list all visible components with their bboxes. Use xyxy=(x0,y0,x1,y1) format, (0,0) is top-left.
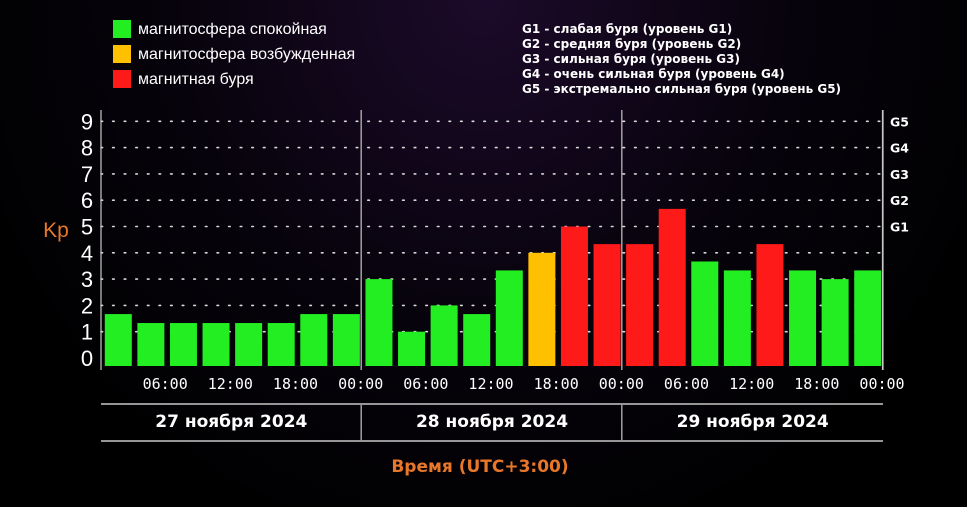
x-tick-label: 12:00 xyxy=(208,375,253,393)
grid xyxy=(100,110,884,440)
kp-bar xyxy=(789,270,817,366)
y-tick-label: 5 xyxy=(81,215,93,240)
kp-bar xyxy=(854,270,882,366)
kp-bar xyxy=(365,279,393,366)
g-level-label: G3 xyxy=(890,167,909,182)
kp-bar xyxy=(626,244,654,366)
y-tick-label: 4 xyxy=(81,241,93,266)
y-tick-label: 9 xyxy=(81,109,93,134)
g-level-label: G1 xyxy=(890,220,909,235)
day-label: 27 ноября 2024 xyxy=(155,412,307,432)
day-label: 28 ноября 2024 xyxy=(416,412,568,432)
kp-bar xyxy=(691,261,719,366)
day-label: 29 ноября 2024 xyxy=(677,412,829,432)
kp-bar xyxy=(169,323,197,366)
x-tick-label: 12:00 xyxy=(729,375,774,393)
legend: магнитосфера спокойная магнитосфера возбу… xyxy=(113,20,355,88)
x-tick-label: 18:00 xyxy=(273,375,318,393)
legend-swatch xyxy=(113,70,131,88)
g-level-label: G5 xyxy=(890,114,909,129)
kp-bar xyxy=(463,314,491,366)
g-level-label: G4 xyxy=(890,141,909,156)
g-level-label: G2 xyxy=(890,193,909,208)
storm-legend-item: G4 - очень сильная буря (уровень G4) xyxy=(522,67,785,81)
x-tick-label: 06:00 xyxy=(664,375,709,393)
kp-bar xyxy=(267,323,295,366)
y-tick-label: 8 xyxy=(81,136,93,161)
legend-label: магнитная буря xyxy=(138,71,254,88)
legend-swatch xyxy=(113,20,131,38)
y-axis-title: Kp xyxy=(43,219,69,242)
bars xyxy=(104,208,882,366)
kp-bar xyxy=(430,305,458,366)
kp-bar xyxy=(300,314,328,366)
legend-label: магнитосфера спокойная xyxy=(138,21,327,38)
storm-legend-item: G2 - средняя буря (уровень G2) xyxy=(522,37,741,51)
kp-bar xyxy=(137,323,165,366)
kp-bar xyxy=(332,314,360,366)
y-tick-label: 7 xyxy=(81,162,93,187)
storm-legend-item: G1 - слабая буря (уровень G1) xyxy=(522,22,732,36)
kp-bar xyxy=(104,314,132,366)
x-tick-label: 18:00 xyxy=(534,375,579,393)
x-tick-label: 00:00 xyxy=(338,375,383,393)
storm-level-legend: G1 - слабая буря (уровень G1)G2 - средня… xyxy=(522,22,841,96)
kp-bar xyxy=(821,279,849,366)
x-tick-label: 18:00 xyxy=(794,375,839,393)
kp-bar xyxy=(756,244,784,366)
axes xyxy=(100,110,884,442)
x-tick-label: 00:00 xyxy=(599,375,644,393)
x-tick-label: 06:00 xyxy=(403,375,448,393)
storm-legend-item: G5 - экстремально сильная буря (уровень … xyxy=(522,82,841,96)
x-tick-label: 12:00 xyxy=(468,375,513,393)
kp-bar xyxy=(593,244,621,366)
x-tick-labels: 06:00 12:00 18:00 00:00 06:00 12:00 18:00 00:00… xyxy=(143,375,905,393)
g-level-labels: G1 G2 G3 G4 G5 xyxy=(890,114,909,234)
y-tick-label: 1 xyxy=(81,320,93,345)
kp-bar xyxy=(560,226,588,366)
storm-legend-item: G3 - сильная буря (уровень G3) xyxy=(522,52,740,66)
kp-bar xyxy=(723,270,751,366)
kp-bar xyxy=(528,252,556,366)
y-tick-label: 2 xyxy=(81,293,93,318)
kp-bar xyxy=(495,270,523,366)
x-tick-label: 06:00 xyxy=(143,375,188,393)
y-tick-label: 6 xyxy=(81,188,93,213)
y-tick-label: 0 xyxy=(81,346,93,371)
legend-swatch xyxy=(113,45,131,63)
kp-bar xyxy=(235,323,263,366)
kp-bar xyxy=(202,323,230,366)
legend-label: магнитосфера возбужденная xyxy=(138,46,355,63)
day-labels: 27 ноября 2024 28 ноября 2024 29 ноября 20… xyxy=(155,412,829,432)
y-tick-label: 3 xyxy=(81,267,93,292)
kp-bar xyxy=(658,208,686,366)
kp-bar xyxy=(398,331,426,366)
x-tick-label: 00:00 xyxy=(859,375,904,393)
x-axis-title: Время (UTC+3:00) xyxy=(391,457,568,477)
